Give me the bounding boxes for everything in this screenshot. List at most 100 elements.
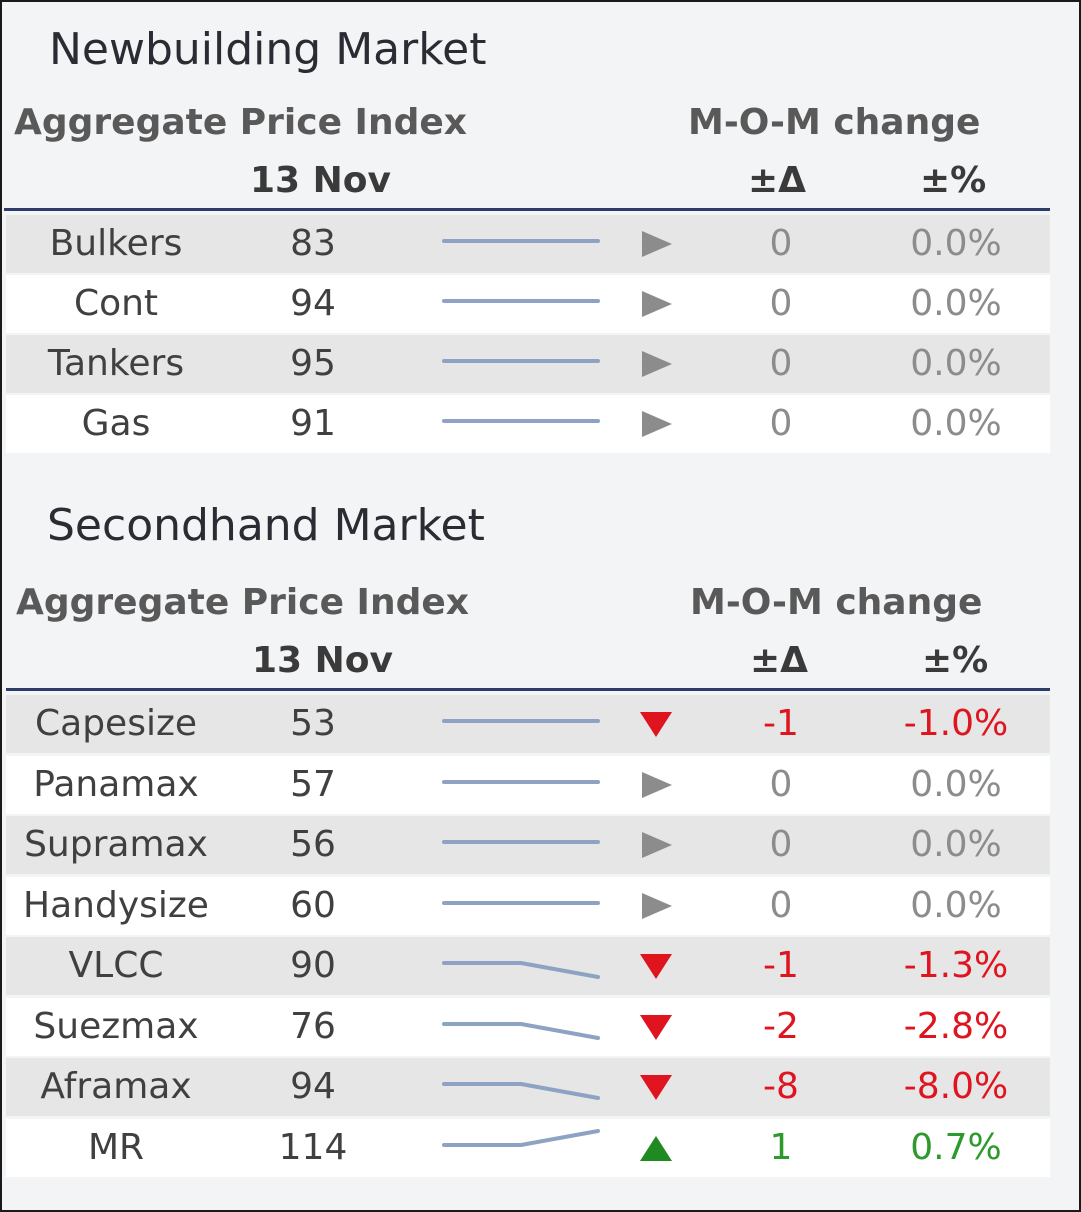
index-value: 76 <box>290 1005 336 1047</box>
flat-arrow-icon <box>642 291 672 317</box>
table-row: VLCC 90 -1 -1.3% <box>6 937 1050 995</box>
vessel-name: Panamax <box>33 763 199 805</box>
down-arrow-icon <box>640 712 672 737</box>
table-row: MR 114 1 0.7% <box>6 1118 1050 1177</box>
change-percent: 0.0% <box>910 763 1002 805</box>
change-delta: 0 <box>769 763 793 805</box>
change-delta: 0 <box>769 223 793 264</box>
vessel-name: Bulkers <box>49 223 183 264</box>
index-value: 94 <box>290 1066 336 1107</box>
direction-icon <box>642 291 672 317</box>
trend-sparkline <box>442 359 600 363</box>
index-value: 57 <box>290 763 336 805</box>
change-delta: -8 <box>763 1066 799 1107</box>
index-value: 53 <box>290 703 336 744</box>
flat-arrow-icon <box>642 231 672 257</box>
change-delta: 0 <box>769 283 793 324</box>
change-delta: 1 <box>769 1126 793 1168</box>
header-rule <box>6 688 1050 691</box>
sparkline-path <box>442 1021 600 1040</box>
table-row: Supramax 56 0 0.0% <box>6 816 1050 874</box>
change-delta: 0 <box>769 824 793 865</box>
change-delta: 0 <box>769 884 793 926</box>
change-delta: 0 <box>769 403 793 444</box>
index-header: Aggregate Price Index <box>14 102 467 143</box>
vessel-name: Gas <box>81 403 151 444</box>
table-row: Handysize 60 0 0.0% <box>6 876 1050 935</box>
index-value: 60 <box>290 884 336 926</box>
direction-icon <box>640 1075 672 1100</box>
change-percent: -1.3% <box>903 945 1009 986</box>
index-value: 56 <box>290 824 336 865</box>
trend-sparkline <box>442 719 600 723</box>
change-percent: 0.0% <box>910 403 1002 444</box>
vessel-name: Tankers <box>47 343 185 384</box>
vessel-name: Suezmax <box>33 1005 199 1047</box>
vessel-name: Cont <box>73 283 159 324</box>
change-percent: 0.7% <box>910 1126 1002 1168</box>
flat-arrow-icon <box>642 351 672 377</box>
table-row: Tankers 95 0 0.0% <box>6 335 1050 393</box>
trend-sparkline <box>442 900 600 905</box>
direction-icon <box>640 1014 672 1040</box>
index-header: Aggregate Price Index <box>16 582 469 623</box>
change-percent: 0.0% <box>910 343 1002 384</box>
delta-header: ±Δ <box>750 640 809 681</box>
trend-sparkline <box>442 239 600 243</box>
change-header: M-O-M change <box>690 582 983 623</box>
change-percent: 0.0% <box>910 884 1002 926</box>
down-arrow-icon <box>640 954 672 979</box>
table-row: Gas 91 0 0.0% <box>6 395 1050 453</box>
change-percent: -2.8% <box>903 1005 1009 1047</box>
sparkline-path <box>442 1128 600 1147</box>
table-row: Aframax 94 -8 -8.0% <box>6 1058 1050 1116</box>
vessel-name: Aframax <box>40 1066 192 1107</box>
direction-icon <box>640 954 672 979</box>
table-row: Capesize 53 -1 -1.0% <box>6 695 1050 753</box>
down-arrow-icon <box>640 1014 672 1040</box>
pct-header: ±% <box>920 160 987 201</box>
flat-arrow-icon <box>642 411 672 437</box>
index-value: 83 <box>290 223 336 264</box>
index-value: 114 <box>278 1126 348 1168</box>
change-percent: 0.0% <box>910 283 1002 324</box>
sparkline-path <box>442 961 600 979</box>
change-percent: 0.0% <box>910 824 1002 865</box>
direction-icon <box>642 771 672 798</box>
vessel-name: Supramax <box>24 824 208 865</box>
flat-arrow-icon <box>642 832 672 858</box>
trend-sparkline <box>442 779 600 784</box>
direction-icon <box>640 1135 672 1161</box>
vessel-name: Capesize <box>35 703 197 744</box>
direction-icon <box>640 712 672 737</box>
flat-arrow-icon <box>642 771 672 798</box>
index-value: 91 <box>290 403 336 444</box>
sparkline-path <box>442 1082 600 1100</box>
vessel-name: Handysize <box>23 884 209 926</box>
trend-sparkline <box>442 1082 600 1100</box>
change-delta: -1 <box>763 945 799 986</box>
vessel-name: VLCC <box>68 945 164 986</box>
table-row: Panamax 57 0 0.0% <box>6 755 1050 814</box>
index-value: 95 <box>290 343 336 384</box>
index-value: 90 <box>290 945 336 986</box>
up-arrow-icon <box>640 1135 672 1161</box>
date-header: 13 Nov <box>252 640 393 681</box>
direction-icon <box>642 351 672 377</box>
trend-sparkline <box>442 1128 600 1147</box>
trend-sparkline <box>442 419 600 423</box>
section-title: Secondhand Market <box>47 500 485 551</box>
pct-header: ±% <box>922 640 989 681</box>
direction-icon <box>642 231 672 257</box>
change-header: M-O-M change <box>688 102 981 143</box>
direction-icon <box>642 411 672 437</box>
section-title: Newbuilding Market <box>49 24 487 75</box>
trend-sparkline <box>442 961 600 979</box>
change-percent: -1.0% <box>903 703 1009 744</box>
change-percent: -8.0% <box>903 1066 1009 1107</box>
trend-sparkline <box>442 299 600 303</box>
index-value: 94 <box>290 283 336 324</box>
direction-icon <box>642 892 672 919</box>
change-delta: -1 <box>763 703 799 744</box>
flat-arrow-icon <box>642 892 672 919</box>
